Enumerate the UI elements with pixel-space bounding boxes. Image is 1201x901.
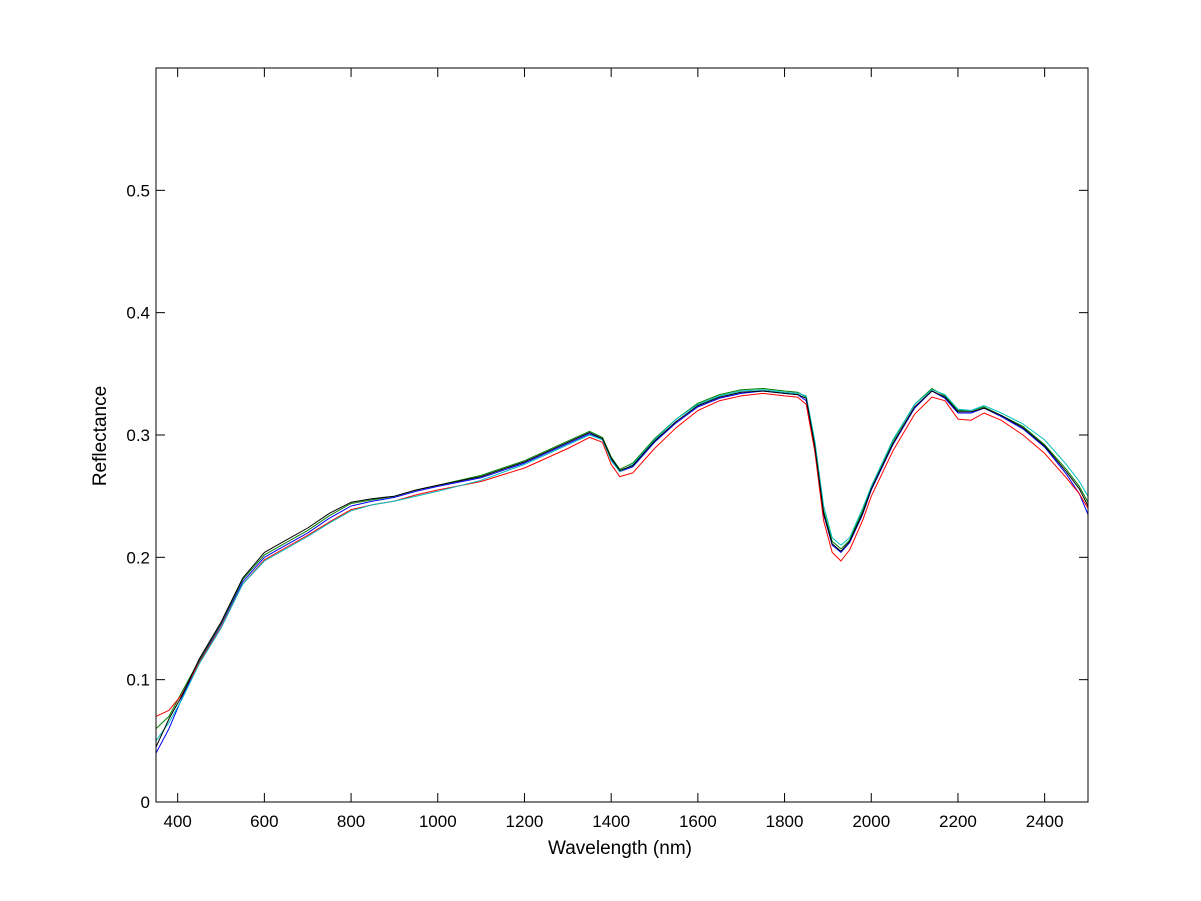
spectrum-line-4	[155, 389, 1089, 742]
x-tick-label: 600	[250, 812, 278, 831]
tick-layer: 400 600 800 1000 1200 1400 1600 1800 2000 2200 240…	[126, 68, 1088, 831]
spectrum-line-3	[155, 392, 1089, 717]
y-tick-label: 0.3	[126, 426, 150, 445]
x-tick-label: 2000	[852, 812, 890, 831]
x-tick-label: 2400	[1026, 812, 1064, 831]
x-tick-label: 1600	[679, 812, 717, 831]
spectrum-line-5	[155, 390, 1089, 748]
y-tick-label: 0.4	[126, 304, 150, 323]
x-axis-title: Wavelength (nm)	[548, 838, 692, 859]
x-tick-label: 400	[163, 812, 191, 831]
spectrum-line-1	[155, 390, 1089, 754]
x-tick-label: 1200	[506, 812, 544, 831]
x-tick-label: 1000	[419, 812, 457, 831]
plot-frame	[155, 67, 1089, 803]
y-tick-label: 0.1	[126, 671, 150, 690]
x-tick-label: 2200	[939, 812, 977, 831]
plot-background	[156, 68, 1088, 802]
y-tick-label: 0	[141, 793, 150, 812]
y-tick-label: 0.2	[126, 548, 150, 567]
series-layer	[155, 388, 1089, 754]
y-axis-title: Reflectance	[90, 386, 111, 486]
spectrum-line-2	[155, 388, 1089, 729]
y-tick-label: 0.5	[126, 181, 150, 200]
x-tick-label: 1800	[766, 812, 804, 831]
x-tick-label: 800	[337, 812, 365, 831]
x-tick-label: 1400	[592, 812, 630, 831]
